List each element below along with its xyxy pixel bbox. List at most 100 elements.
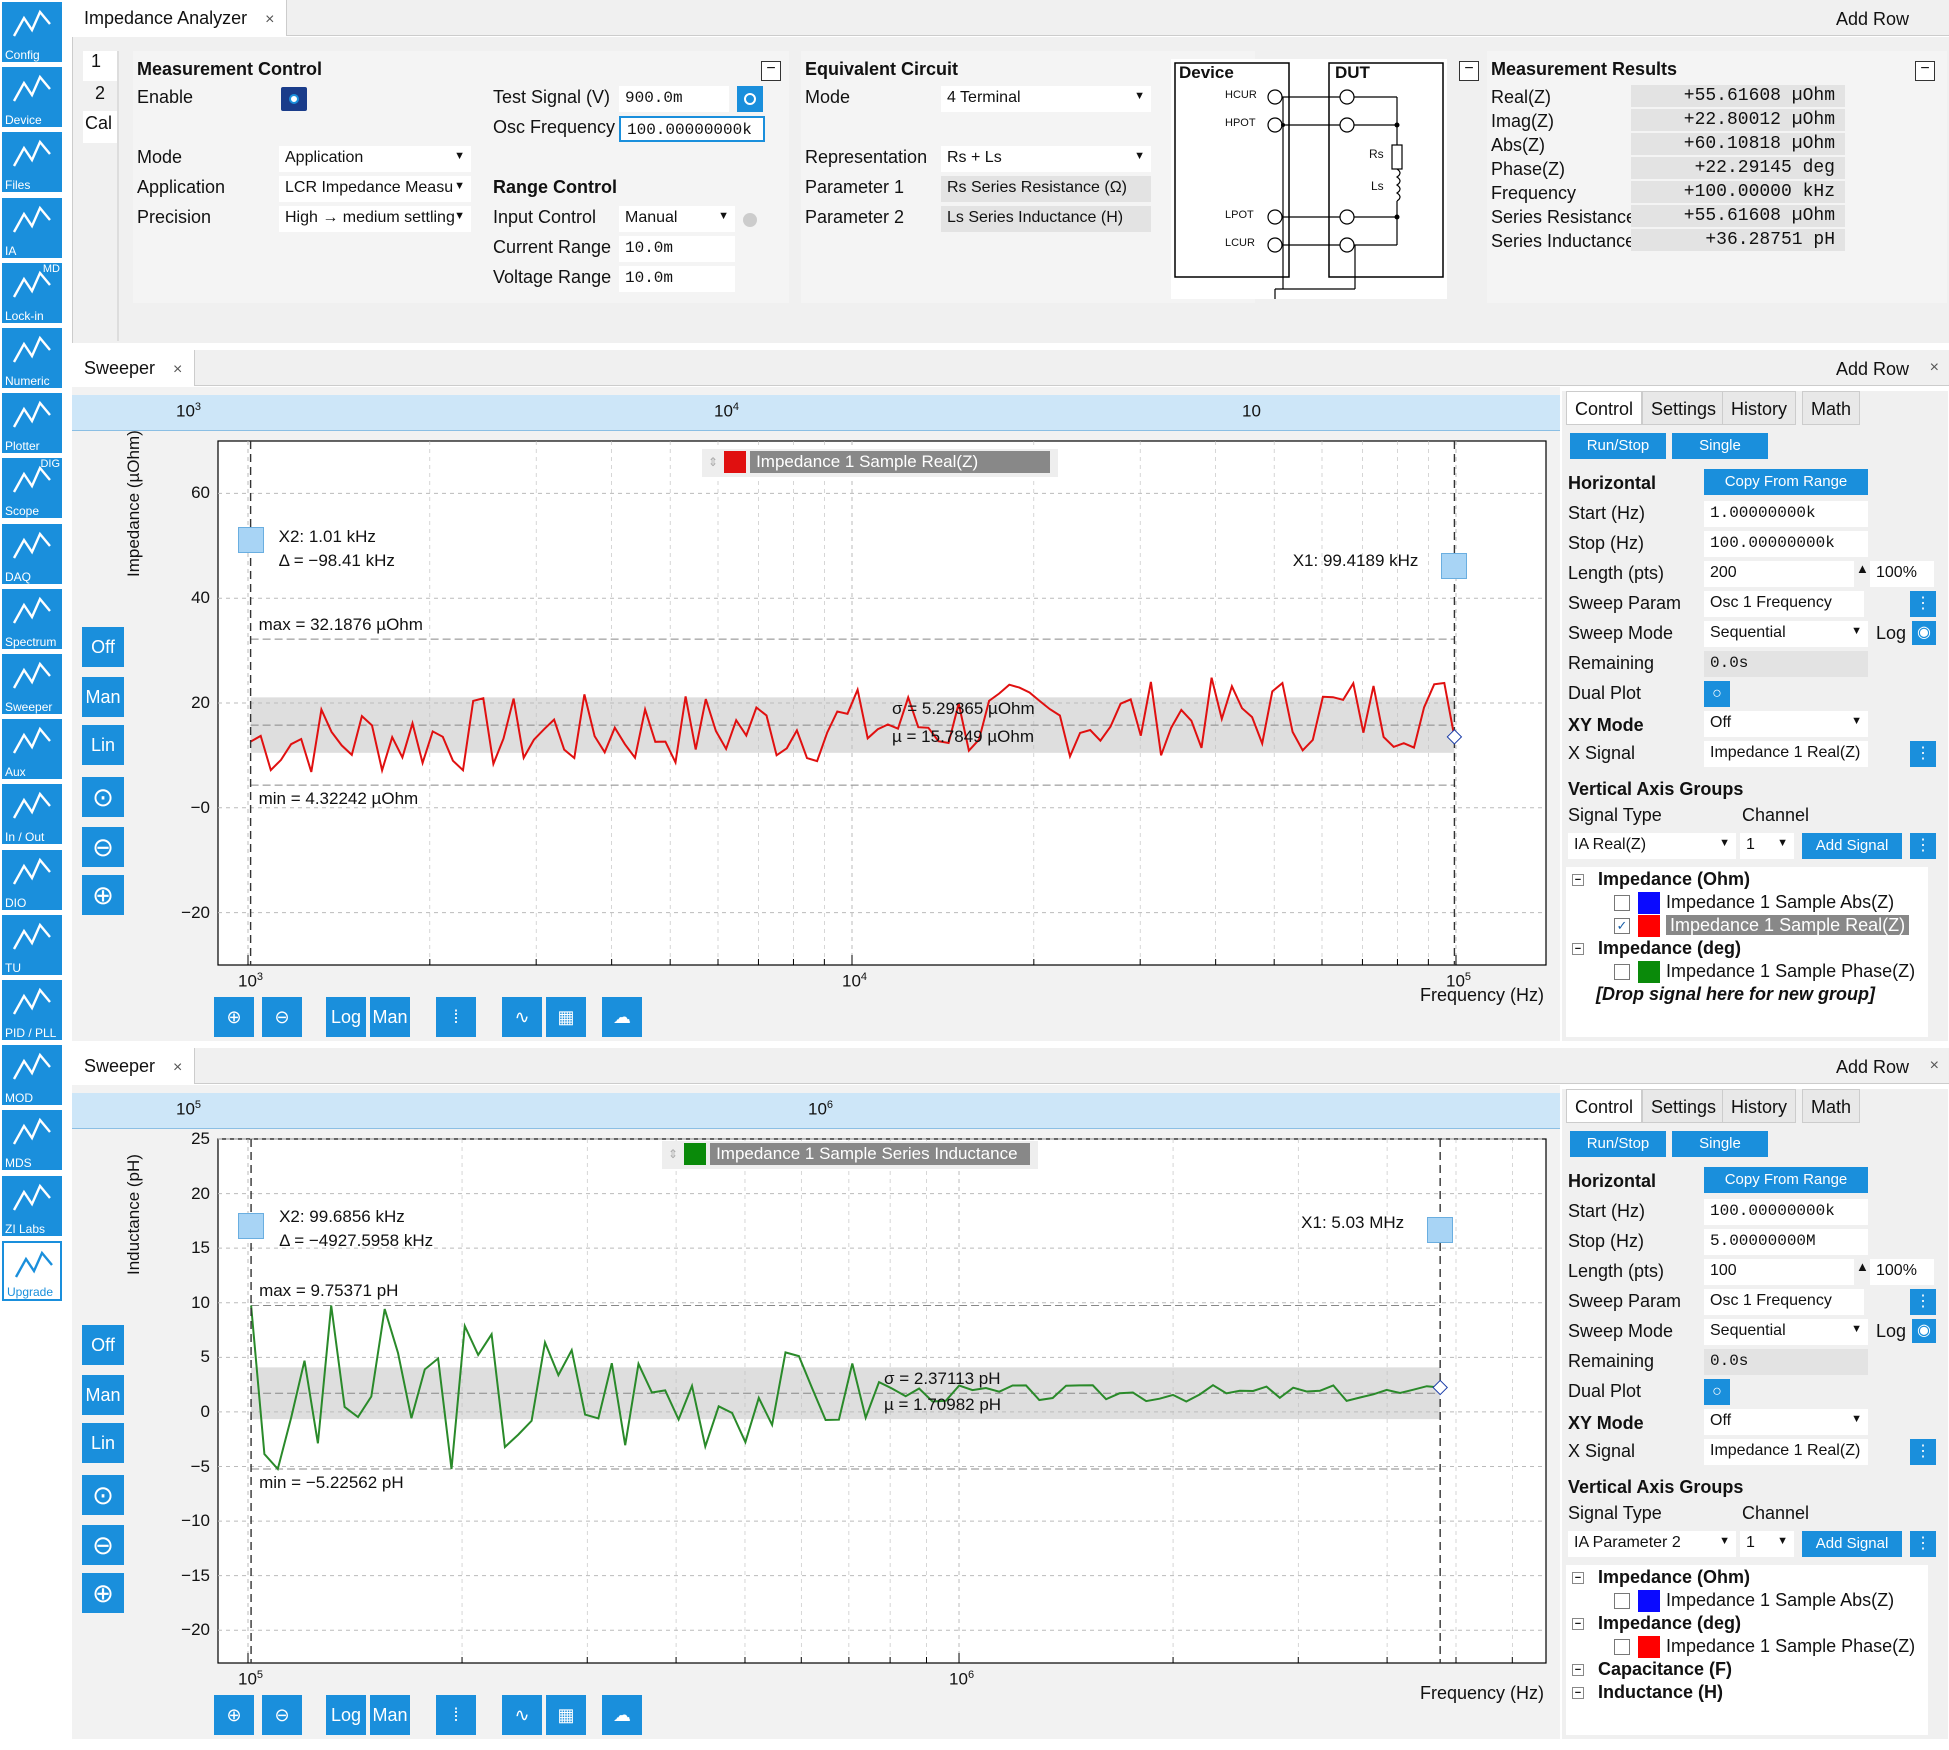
zoom-in-icon[interactable]: ⊕ (214, 997, 254, 1037)
tab-close-icon[interactable]: × (173, 1059, 183, 1076)
application-select[interactable]: LCR Impedance Measu (279, 176, 471, 202)
table-export-icon[interactable]: ▦ (546, 997, 586, 1037)
log-toggle[interactable]: ◉ (1912, 1319, 1936, 1343)
tree-group[interactable]: − Impedance (deg) (1572, 1613, 1741, 1634)
add-signal-icon[interactable]: ⋮ (1910, 1531, 1936, 1557)
sidebar-item-files[interactable]: Files (2, 132, 62, 193)
tab-sweeper[interactable]: Sweeper × (72, 1048, 196, 1084)
sidebar-item-config[interactable]: Config (2, 2, 62, 62)
signal-checkbox[interactable] (1614, 964, 1630, 981)
cloud-upload-icon[interactable]: ☁ (602, 1695, 642, 1735)
cursor-icon[interactable]: ⁞ (436, 997, 476, 1037)
ec-mode-select[interactable]: 4 Terminal (941, 86, 1151, 112)
top-range-axis[interactable] (72, 395, 1560, 431)
off-toggle-button[interactable]: Off (82, 627, 124, 667)
sweep-chart[interactable] (72, 1085, 1560, 1739)
drop-target[interactable]: [Drop signal here for new group] (1596, 984, 1876, 1004)
x-signal-icon[interactable]: ⋮ (1910, 1439, 1936, 1465)
voltage-range-input[interactable]: 10.0m (619, 266, 735, 292)
collapse-icon[interactable]: − (1572, 874, 1584, 887)
tree-group[interactable]: − Capacitance (F) (1572, 1659, 1732, 1680)
collapse-icon[interactable]: − (1572, 1664, 1584, 1677)
sweep-mode-select[interactable]: Sequential (1704, 1319, 1868, 1345)
dual-plot-toggle[interactable]: ○ (1704, 681, 1730, 707)
sidebar-item-plotter[interactable]: Plotter (2, 393, 62, 454)
sweep-mode-select[interactable]: Sequential (1704, 621, 1868, 647)
wave-export-icon[interactable]: ∿ (502, 997, 542, 1037)
tab-control[interactable]: Control (1566, 391, 1643, 425)
zoom-fit-icon[interactable]: ⊙ (82, 777, 124, 817)
sidebar-item-mds[interactable]: MDS (2, 1110, 62, 1171)
test-signal-toggle[interactable] (737, 86, 763, 112)
cursor-x1-handle[interactable] (1427, 1217, 1454, 1243)
tree-item[interactable]: Impedance 1 Sample Phase(Z) (1614, 961, 1915, 984)
man-button[interactable]: Man (82, 1375, 124, 1415)
copy-from-range-button[interactable]: Copy From Range (1704, 469, 1868, 495)
sidebar-item-mod[interactable]: MOD (2, 1045, 62, 1106)
channel-select[interactable]: 1 (1740, 1531, 1794, 1557)
sweep-chart[interactable] (72, 387, 1560, 1041)
tab-history[interactable]: History (1722, 391, 1797, 425)
tree-item[interactable]: ✓ Impedance 1 Sample Real(Z) (1614, 915, 1910, 938)
sidebar-item-dio[interactable]: DIO (2, 849, 62, 910)
zoom-in-icon[interactable]: ⊕ (82, 1573, 124, 1613)
cloud-upload-icon[interactable]: ☁ (602, 997, 642, 1037)
zoom-fit-icon[interactable]: ⊙ (82, 1475, 124, 1515)
add-signal-button[interactable]: Add Signal (1802, 833, 1902, 859)
add-row-button[interactable]: Add Row (1835, 359, 1909, 379)
tree-group[interactable]: − Impedance (Ohm) (1572, 869, 1750, 890)
man-button[interactable]: Man (370, 997, 410, 1037)
sweep-param-icon[interactable]: ⋮ (1910, 591, 1936, 617)
zoom-out-icon[interactable]: ⊖ (82, 827, 124, 867)
tree-group[interactable]: − Impedance (Ohm) (1572, 1567, 1750, 1588)
collapse-icon[interactable]: − (1572, 1572, 1584, 1585)
signal-type-select[interactable]: IA Real(Z) (1568, 833, 1736, 859)
legend-handle-icon[interactable]: ⇕ (708, 455, 719, 469)
lin-button[interactable]: Lin (82, 1423, 124, 1463)
input-control-select[interactable]: Manual (619, 206, 735, 232)
sidebar-item-zi-labs[interactable]: ZI Labs (2, 1175, 62, 1236)
sidebar-item-scope[interactable]: Scope DIG (2, 458, 62, 519)
length-input[interactable]: 200 (1704, 561, 1854, 587)
tree-group[interactable]: − Impedance (deg) (1572, 938, 1741, 959)
collapse-icon[interactable]: − (761, 61, 781, 81)
signal-type-select[interactable]: IA Parameter 2 (1568, 1531, 1736, 1557)
x-signal-value[interactable]: Impedance 1 Real(Z) (1704, 1439, 1868, 1465)
tab-close-icon[interactable]: × (265, 11, 275, 28)
tab-settings[interactable]: Settings (1642, 391, 1726, 425)
row-close-icon[interactable]: × (1929, 359, 1939, 376)
man-button[interactable]: Man (82, 677, 124, 717)
sidebar-item-upgrade[interactable]: Upgrade (2, 1240, 62, 1301)
tab-math[interactable]: Math (1802, 391, 1861, 425)
cursor-icon[interactable]: ⁞ (436, 1695, 476, 1735)
add-row-button[interactable]: Add Row (1835, 9, 1909, 29)
table-export-icon[interactable]: ▦ (546, 1695, 586, 1735)
stop-frequency-input[interactable]: 5.00000000M (1704, 1229, 1868, 1255)
tab-close-icon[interactable]: × (173, 361, 183, 378)
x-signal-icon[interactable]: ⋮ (1910, 741, 1936, 767)
log-button[interactable]: Log (326, 1695, 366, 1735)
run-stop-button[interactable]: Run/Stop (1570, 433, 1666, 459)
signal-checkbox[interactable] (1614, 1639, 1630, 1656)
length-percent-input[interactable]: 100% (1870, 561, 1934, 587)
length-percent-input[interactable]: 100% (1870, 1259, 1934, 1285)
sweep-param-select[interactable]: Osc 1 Frequency (1704, 1289, 1864, 1315)
man-button[interactable]: Man (370, 1695, 410, 1735)
zoom-out-icon[interactable]: ⊖ (82, 1525, 124, 1565)
collapse-icon[interactable]: − (1915, 61, 1935, 81)
cursor-x2-handle[interactable] (238, 1213, 265, 1239)
xy-mode-select[interactable]: Off (1704, 1409, 1868, 1435)
tree-item[interactable]: Impedance 1 Sample Abs(Z) (1614, 892, 1894, 915)
side-tab-cal[interactable]: Cal (85, 113, 113, 133)
mode-select[interactable]: Application (279, 146, 471, 172)
collapse-icon[interactable]: − (1572, 1618, 1584, 1631)
row-close-icon[interactable]: × (1929, 1057, 1939, 1074)
zoom-in-icon[interactable]: ⊕ (214, 1695, 254, 1735)
dual-plot-toggle[interactable]: ○ (1704, 1379, 1730, 1405)
tree-item[interactable]: Impedance 1 Sample Abs(Z) (1614, 1590, 1894, 1613)
add-row-button[interactable]: Add Row (1835, 1057, 1909, 1077)
copy-from-range-button[interactable]: Copy From Range (1704, 1167, 1868, 1193)
sidebar-item-daq[interactable]: DAQ (2, 523, 62, 584)
zoom-out-icon[interactable]: ⊖ (262, 1695, 302, 1735)
length-input[interactable]: 100 (1704, 1259, 1854, 1285)
